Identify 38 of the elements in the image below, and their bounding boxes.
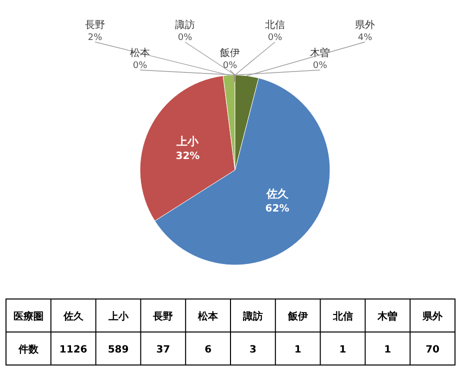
slice-label: 上小 [176,134,200,148]
data-label: 2% [88,33,103,43]
data-label: 6 [204,344,212,356]
category-label: 上小 [107,310,130,322]
slice-label: 県外 [355,20,375,31]
text: 0% [222,61,238,71]
data-label: 4% [358,33,373,43]
data-label: 37 [156,344,170,356]
data-label: 1 [384,344,392,356]
data-label: 1126 [59,344,88,356]
category-label: 北信 [265,20,285,31]
category-label: 松本 [197,310,220,322]
category-label: 木曽 [310,48,330,59]
text: 0% [312,61,328,71]
category-label: 木曽 [376,310,398,322]
category-label: 松本 [130,48,150,59]
slice-label: 佐久 [265,188,290,201]
text: 0% [178,33,192,43]
category-label: 諏訪 [175,20,195,31]
text: 医療圏 [13,310,44,322]
data-label: 62% [265,204,290,215]
category-label: 佐久 [62,310,84,322]
text: 0% [268,33,282,43]
data-label: 3 [249,344,256,356]
data-label: 1 [294,344,302,356]
data-label: 32% [176,150,200,162]
text: 件数 [17,344,40,356]
category-label: 飯伊 [286,310,308,322]
category-label: 飯伊 [220,48,240,59]
data-label: 70 [426,344,440,356]
category-label: 諏訪 [242,310,263,322]
category-label: 県外 [422,310,444,322]
data-label: 589 [108,344,129,356]
slice-label: 長野 [85,20,105,31]
text: 0% [132,61,148,71]
category-label: 長野 [152,310,174,322]
category-label: 北信 [332,310,353,322]
data-label: 1 [339,344,346,356]
